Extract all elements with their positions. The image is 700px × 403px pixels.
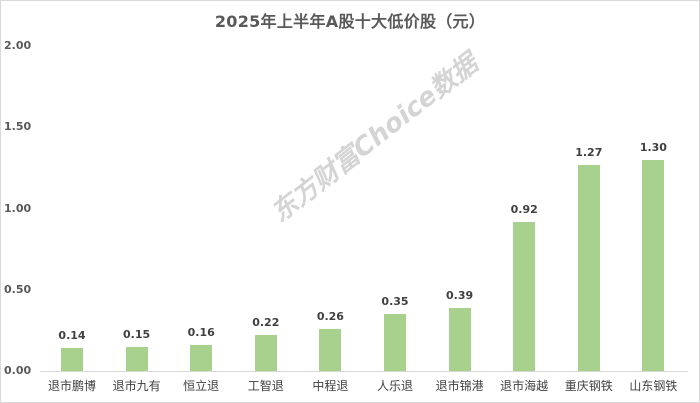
y-tick-label: 0.00 xyxy=(4,364,32,377)
bar xyxy=(577,164,600,371)
bar-value-label: 0.16 xyxy=(187,326,215,339)
x-category-label: 恒立退 xyxy=(183,379,220,393)
bar xyxy=(254,335,277,371)
bar-value-label: 0.14 xyxy=(58,329,86,343)
x-category-label: 退市海越 xyxy=(500,379,549,393)
chart-title: 2025年上半年A股十大低价股（元） xyxy=(214,12,486,31)
x-category-label: 退市鹏博 xyxy=(47,379,96,393)
bar-value-label: 0.22 xyxy=(252,316,280,330)
x-axis-line xyxy=(40,371,688,372)
bar-value-label: 0.15 xyxy=(123,327,151,341)
bar-value-label: 0.92 xyxy=(510,202,538,216)
bar xyxy=(642,159,665,371)
bar xyxy=(513,221,536,371)
x-category-label: 退市九有 xyxy=(112,379,161,393)
x-category-label: 中程退 xyxy=(312,379,349,393)
bar-value-label: 1.27 xyxy=(575,145,603,159)
bar-value-label: 0.39 xyxy=(446,288,474,302)
bar xyxy=(190,345,213,371)
x-category-label: 工智退 xyxy=(247,379,284,393)
bar-value-label: 0.26 xyxy=(316,309,344,323)
x-category-label: 重庆钢铁 xyxy=(564,379,613,393)
bar xyxy=(384,314,406,371)
y-tick-label: 0.50 xyxy=(4,282,32,296)
x-category-label: 退市锦港 xyxy=(435,379,484,393)
x-category-label: 人乐退 xyxy=(376,379,413,393)
bar xyxy=(448,307,471,371)
bar xyxy=(319,328,342,371)
bar xyxy=(125,346,148,371)
bar xyxy=(61,348,83,371)
y-tick-label: 2.00 xyxy=(4,39,32,52)
x-category-label: 山东钢铁 xyxy=(629,379,678,393)
y-tick-label: 1.50 xyxy=(4,120,32,134)
y-tick-label: 1.00 xyxy=(4,201,32,215)
bar-value-label: 0.35 xyxy=(381,295,409,309)
bar-value-label: 1.30 xyxy=(639,140,667,154)
